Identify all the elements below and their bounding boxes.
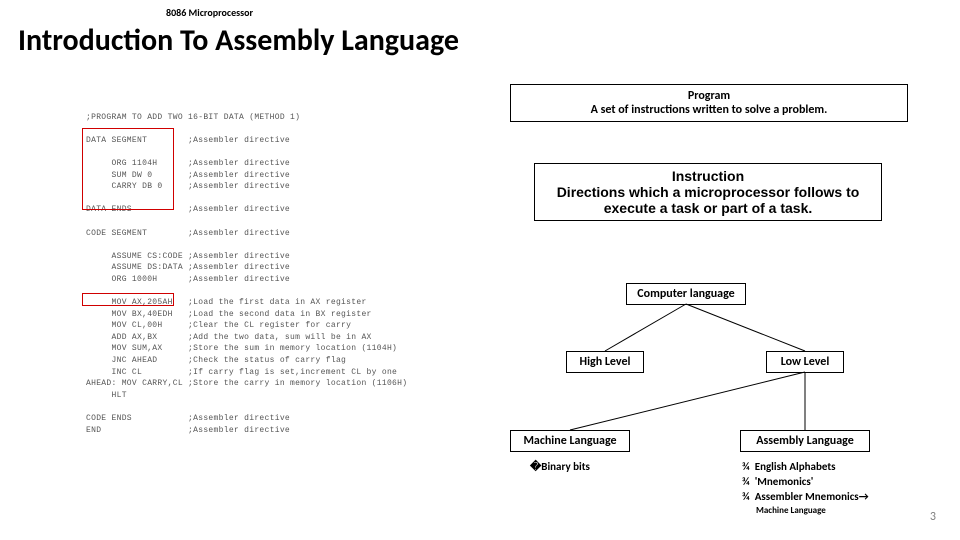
code-line: INC CL ;If carry flag is set,increment C… [86,368,397,377]
code-line: HLT [86,391,127,400]
def-program-title: Program [519,89,899,103]
machine-bullets: �Binary bits [530,460,590,475]
bullet-sym: ¾ [742,490,750,503]
tree-assembly-language: Assembly Language [740,430,870,452]
code-line: MOV SUM,AX ;Store the sum in memory loca… [86,344,397,353]
code-line: CODE ENDS ;Assembler directive [86,414,290,423]
code-highlight-box [82,293,174,306]
bullet-sym: � [530,460,541,473]
def-instruction: Instruction Directions which a microproc… [534,163,882,221]
assembly-bullets: ¾ English Alphabets ¾ 'Mnemonics' ¾ Asse… [742,460,869,516]
def-program: Program A set of instructions written to… [510,84,908,122]
bullet-text: Assembler Mnemonics [755,490,859,503]
code-line: END ;Assembler directive [86,426,290,435]
bullet-sym: ¾ [742,460,750,473]
def-instruction-body: Directions which a microprocessor follow… [543,184,873,216]
def-program-body: A set of instructions written to solve a… [519,103,899,117]
bullet-text: English Alphabets [755,460,836,473]
bullet-text: 'Mnemonics' [755,475,814,488]
arrow-icon: → [859,490,869,503]
code-line: MOV CL,00H ;Clear the CL register for ca… [86,321,351,330]
code-line: ADD AX,BX ;Add the two data, sum will be… [86,333,372,342]
code-line: JNC AHEAD ;Check the status of carry fla… [86,356,346,365]
code-line: ASSUME CS:CODE ;Assembler directive [86,252,290,261]
header-subject: 8086 Microprocessor [166,6,253,19]
code-line: CODE SEGMENT ;Assembler directive [86,229,290,238]
page-title: Introduction To Assembly Language [18,22,459,59]
bullet-text: Binary bits [541,460,590,473]
code-line: ORG 1000H ;Assembler directive [86,275,290,284]
bullet-sym: ¾ [742,475,750,488]
tree-low-level: Low Level [766,351,844,373]
tree-root: Computer language [626,283,746,305]
tree-machine-language: Machine Language [510,430,630,452]
page-number: 3 [930,510,936,524]
assembly-subtext: Machine Language [756,505,869,516]
code-highlight-box [82,128,174,210]
code-line: MOV BX,40EDH ;Load the second data in BX… [86,310,372,319]
code-line: AHEAD: MOV CARRY,CL ;Store the carry in … [86,379,407,388]
def-instruction-title: Instruction [543,168,873,184]
code-line: ASSUME DS:DATA ;Assembler directive [86,263,290,272]
code-line: ;PROGRAM TO ADD TWO 16-BIT DATA (METHOD … [86,113,300,122]
tree-high-level: High Level [566,351,644,373]
